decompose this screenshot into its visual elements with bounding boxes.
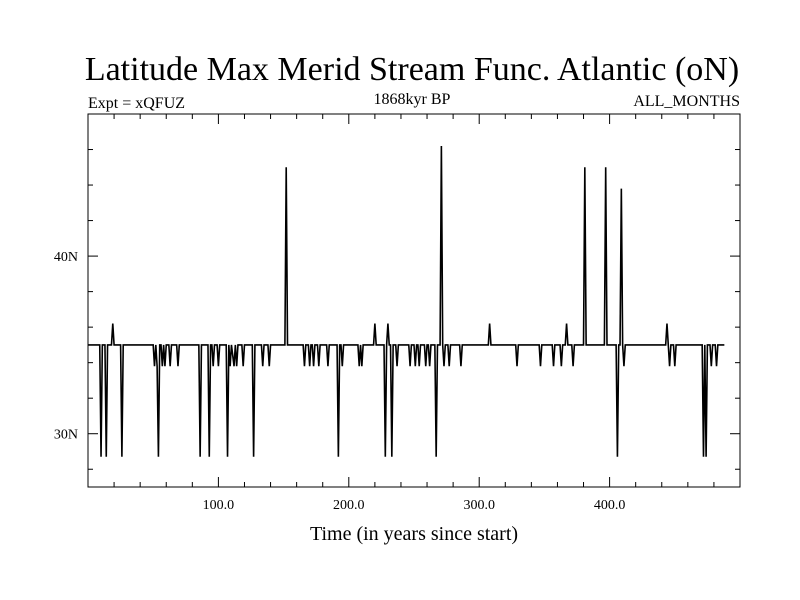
x-axis-label: Time (in years since start) <box>310 523 518 545</box>
months-label: ALL_MONTHS <box>633 93 740 110</box>
x-tick-label: 200.0 <box>333 498 365 513</box>
chart-title: Latitude Max Merid Stream Func. Atlantic… <box>85 51 739 88</box>
y-tick-label: 40N <box>54 250 78 265</box>
axis-ticks <box>88 113 740 487</box>
tick-labels: 100.0 200.0 300.0 400.0 30N 40N <box>54 250 625 513</box>
x-tick-label: 400.0 <box>594 498 626 513</box>
x-tick-label: 100.0 <box>203 498 235 513</box>
x-tick-label: 300.0 <box>463 498 495 513</box>
period-label: 1868kyr BP <box>374 91 451 108</box>
series-group <box>88 145 725 457</box>
plot-frame <box>87 113 741 488</box>
series-line <box>88 145 725 457</box>
experiment-label: Expt = xQFUZ <box>88 95 185 112</box>
y-tick-label: 30N <box>54 428 78 443</box>
